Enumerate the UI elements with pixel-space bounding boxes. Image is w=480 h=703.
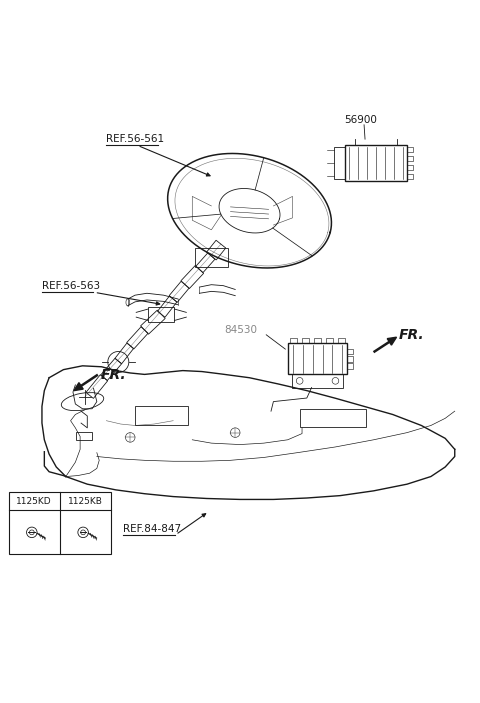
- Text: 1125KD: 1125KD: [16, 497, 52, 506]
- Text: REF.84-847: REF.84-847: [123, 524, 181, 534]
- Bar: [348, 363, 353, 368]
- Text: 84530: 84530: [225, 325, 258, 335]
- Bar: [290, 338, 297, 343]
- Bar: [345, 145, 407, 181]
- Bar: [76, 432, 92, 440]
- Bar: [407, 155, 413, 162]
- Text: REF.56-563: REF.56-563: [42, 281, 100, 291]
- Bar: [300, 409, 366, 427]
- Bar: [9, 492, 111, 555]
- Bar: [288, 343, 348, 374]
- Text: FR.: FR.: [398, 328, 424, 342]
- Bar: [326, 338, 333, 343]
- Bar: [314, 338, 321, 343]
- Bar: [292, 374, 343, 387]
- Text: REF.56-561: REF.56-561: [107, 134, 165, 144]
- Bar: [407, 174, 413, 179]
- Bar: [407, 165, 413, 170]
- Bar: [135, 406, 188, 425]
- Bar: [348, 356, 353, 361]
- Bar: [195, 248, 228, 266]
- Bar: [407, 147, 413, 153]
- Bar: [335, 148, 345, 179]
- Bar: [338, 338, 345, 343]
- Bar: [302, 338, 309, 343]
- Text: 56900: 56900: [344, 115, 377, 125]
- Bar: [348, 349, 353, 354]
- Polygon shape: [74, 382, 83, 391]
- Text: 1125KB: 1125KB: [68, 497, 103, 506]
- Bar: [148, 307, 174, 323]
- Text: FR.: FR.: [101, 368, 126, 382]
- Polygon shape: [387, 337, 396, 345]
